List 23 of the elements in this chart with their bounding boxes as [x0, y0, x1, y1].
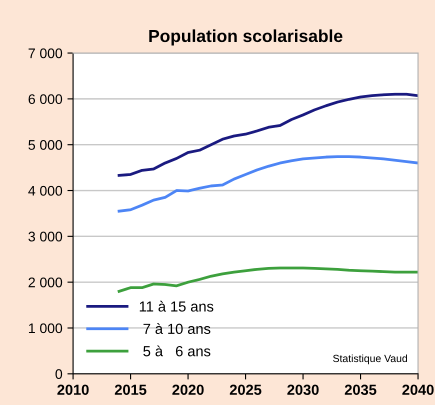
- x-tick-label: 2020: [172, 384, 204, 395]
- x-tick-label: 2025: [230, 384, 262, 395]
- annotation: Statistique Vaud: [333, 354, 408, 364]
- chart-title: Population scolarisable: [149, 29, 342, 46]
- x-tick-label: 2010: [57, 384, 89, 395]
- y-tick-label: 1 000: [28, 323, 62, 334]
- x-tick-label: 2035: [344, 384, 376, 395]
- y-tick-label: 5 000: [28, 140, 62, 150]
- y-tick-label: 0: [55, 369, 62, 379]
- y-tick-label: 2 000: [28, 278, 62, 288]
- y-tick-label: 4 000: [28, 186, 62, 196]
- line-series: [118, 92, 418, 177]
- y-tick-label: 6 000: [28, 94, 62, 104]
- line-series: [118, 155, 418, 213]
- y-tick-label: 3 000: [28, 232, 62, 242]
- legend-label: 7 à 10 ans: [144, 323, 210, 334]
- line-series: [118, 266, 418, 293]
- legend-label: 11 à 15 ans: [140, 300, 214, 312]
- x-tick-label: 2030: [287, 384, 319, 395]
- y-tick-label: 7 000: [28, 48, 62, 58]
- x-tick-label: 2040: [402, 384, 434, 395]
- legend-label: 5 à 6 ans: [143, 345, 210, 356]
- x-tick-label: 2015: [114, 384, 146, 395]
